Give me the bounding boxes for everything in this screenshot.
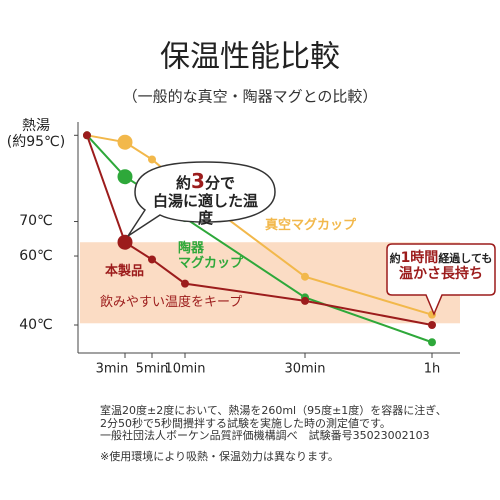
data-point	[181, 279, 189, 288]
series-label: 陶器 マグカップ	[178, 241, 244, 271]
series-line	[86, 134, 433, 326]
y-tick-label: 70℃	[19, 213, 53, 230]
data-point	[117, 134, 133, 150]
data-point	[148, 155, 156, 164]
x-tick-label: 30min	[284, 362, 325, 377]
footnote: 一般社団法人ボーケン品質評価機構調べ 試験番号35023002103	[100, 429, 430, 443]
data-point	[301, 272, 309, 281]
bubble-number: 3	[191, 169, 205, 193]
data-point	[117, 169, 133, 185]
footnote: ※使用環境により吸熱・保温効力は異なります。	[100, 449, 339, 463]
speech-bubble	[127, 161, 276, 237]
data-point	[83, 131, 91, 140]
data-point	[117, 234, 133, 250]
chart-subtitle: （一般的な真空・陶器マグとの比較）	[123, 88, 378, 106]
callout-prefix: 約	[389, 252, 401, 265]
x-tick-label: 1h	[424, 362, 441, 377]
footnotes: 室温20度±2度において、熱湯を260ml（95度±1度）を容器に注ぎ、 2分50…	[100, 404, 447, 464]
callout-number: 1時間	[400, 250, 439, 266]
bubble-suffix: 分で	[204, 174, 235, 192]
chart-title: 保温性能比較	[160, 40, 340, 75]
y-tick-label: 熱湯 (約95℃)	[6, 118, 66, 151]
y-tick-label: 60℃	[19, 247, 53, 264]
callout-suffix: 経過しても	[438, 252, 493, 265]
data-point	[301, 296, 309, 305]
y-tick-label: 40℃	[19, 316, 53, 333]
bubble-prefix: 約	[176, 174, 192, 192]
callout-text: 約1時間経過しても 温かさ長持ち	[389, 250, 493, 282]
footnote: 2分50秒で5秒間攪拌する試験を実施した時の測定値です。	[100, 416, 391, 430]
x-tick-label: 5min	[136, 362, 169, 377]
band-label: 飲みやすい温度をキープ	[100, 295, 243, 311]
data-point	[148, 255, 156, 264]
bubble-line2: 白湯に適した温度	[152, 192, 258, 228]
x-tick-label: 3min	[96, 362, 129, 377]
bubble-text: 約3分で 白湯に適した温度	[148, 170, 263, 228]
data-point	[428, 338, 436, 347]
callout-box	[386, 243, 496, 316]
callout-line2: 温かさ長持ち	[399, 266, 483, 283]
series-label: 真空マグカップ	[265, 218, 357, 233]
series-label: 本製品	[105, 264, 145, 279]
data-point	[428, 321, 436, 330]
x-tick-label: 10min	[164, 362, 205, 377]
footnote: 室温20度±2度において、熱湯を260ml（95度±1度）を容器に注ぎ、	[100, 404, 447, 417]
